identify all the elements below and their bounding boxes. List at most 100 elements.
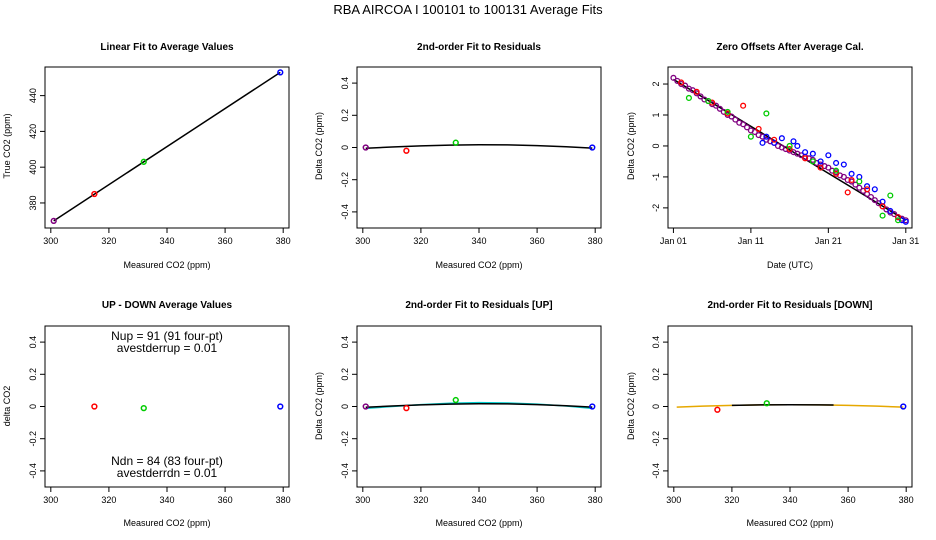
data-point	[763, 133, 770, 140]
data-point	[833, 167, 840, 174]
data-point	[716, 105, 723, 112]
data-point	[91, 403, 98, 410]
data-point	[740, 102, 747, 109]
x-tick-label: 360	[530, 236, 545, 246]
x-tick-label: 320	[101, 495, 116, 505]
data-point	[887, 207, 894, 215]
panel-title: 2nd-order Fit to Residuals [DOWN]	[708, 300, 873, 311]
data-point	[802, 155, 809, 162]
data-point	[856, 184, 863, 191]
data-point	[786, 142, 793, 150]
data-point	[844, 189, 851, 196]
x-axis-label: Measured CO2 (ppm)	[746, 518, 833, 528]
data-point	[362, 403, 369, 410]
y-tick-label: 0.4	[28, 336, 38, 349]
x-axis-label: Date (UTC)	[767, 260, 813, 270]
data-point	[403, 404, 410, 412]
y-tick-label: -0.4	[651, 463, 661, 479]
x-tick-label: 360	[218, 495, 233, 505]
y-axis-label: Delta CO2 (ppm)	[626, 372, 636, 440]
panel-linear-fit: Linear Fit to Average Values Measured CO…	[2, 42, 291, 270]
y-tick-label: 0	[340, 145, 350, 150]
data-point	[867, 193, 874, 201]
data-point	[817, 158, 824, 165]
data-point	[902, 218, 909, 225]
fit-line	[365, 144, 593, 150]
data-point	[840, 173, 847, 180]
data-point	[140, 158, 147, 165]
x-tick-label: 300	[43, 495, 58, 505]
data-point	[403, 147, 410, 154]
x-tick-label: 300	[355, 236, 370, 246]
panel-title: Linear Fit to Average Values	[100, 42, 234, 53]
data-point	[747, 133, 754, 140]
data-point	[362, 144, 369, 151]
x-axis-label: Measured CO2 (ppm)	[123, 260, 210, 270]
y-tick-label: 0.4	[340, 336, 350, 349]
data-point	[891, 211, 898, 218]
y-tick-label: -0.2	[28, 431, 38, 447]
x-tick-label: 320	[101, 236, 116, 246]
data-point	[277, 403, 284, 410]
data-point	[705, 98, 712, 105]
y-tick-label: 0.4	[340, 77, 350, 90]
x-axis-label: Measured CO2 (ppm)	[435, 518, 522, 528]
y-tick-label: 0.2	[28, 368, 38, 381]
data-point	[864, 186, 871, 193]
x-tick-label: Jan 21	[815, 236, 842, 246]
y-tick-label: 1	[651, 112, 661, 117]
panel-residual-fit-down: 2nd-order Fit to Residuals [DOWN] Measur…	[626, 300, 914, 528]
x-tick-label: 380	[276, 236, 291, 246]
data-point	[852, 181, 859, 188]
data-point	[693, 88, 700, 95]
x-tick-label: 320	[413, 495, 428, 505]
y-axis-label: delta CO2	[2, 386, 12, 427]
x-tick-label: 360	[841, 495, 856, 505]
y-tick-label: -1	[651, 173, 661, 181]
data-point	[755, 125, 762, 132]
data-point	[728, 113, 735, 120]
y-tick-label: 400	[28, 160, 38, 175]
data-point	[678, 79, 685, 86]
data-point	[763, 400, 770, 407]
y-tick-label: -0.4	[340, 463, 350, 479]
y-tick-label: 420	[28, 124, 38, 139]
panel-zero-offsets: Zero Offsets After Average Cal. Date (UT…	[626, 42, 919, 270]
y-tick-label: -0.4	[340, 204, 350, 220]
data-point	[802, 149, 809, 156]
data-point	[714, 406, 721, 413]
x-tick-label: Jan 11	[738, 236, 764, 246]
ndn-annotation: Ndn = 84 (83 four-pt)	[111, 454, 223, 468]
x-tick-label: 300	[666, 495, 681, 505]
fit-line	[53, 71, 281, 222]
data-point	[589, 144, 596, 151]
data-point	[848, 176, 855, 184]
data-point	[732, 116, 739, 123]
y-tick-label: -0.2	[340, 172, 350, 188]
data-point	[681, 82, 689, 89]
x-tick-label: 360	[530, 495, 545, 505]
data-point	[900, 403, 907, 410]
y-tick-label: 0.2	[340, 109, 350, 122]
data-point	[871, 186, 878, 193]
panel-residual-fit-up: 2nd-order Fit to Residuals [UP] Measured…	[314, 300, 603, 528]
data-point	[670, 74, 677, 81]
y-tick-label: 0	[340, 404, 350, 409]
panel-title: UP - DOWN Average Values	[102, 300, 233, 311]
x-tick-label: 320	[413, 236, 428, 246]
y-tick-label: -0.2	[340, 431, 350, 447]
data-point	[825, 152, 832, 159]
plot-frame	[667, 66, 913, 229]
y-axis-label: Delta CO2 (ppm)	[314, 372, 324, 440]
y-tick-label: 0	[651, 143, 661, 148]
y-tick-label: 380	[28, 195, 38, 210]
panel-title: 2nd-order Fit to Residuals [UP]	[405, 300, 552, 311]
data-point	[452, 139, 459, 146]
data-point	[277, 69, 284, 76]
x-tick-label: 380	[899, 495, 914, 505]
data-point	[452, 396, 459, 404]
data-point	[794, 142, 801, 150]
y-tick-label: 0	[28, 404, 38, 409]
data-point	[759, 139, 766, 146]
